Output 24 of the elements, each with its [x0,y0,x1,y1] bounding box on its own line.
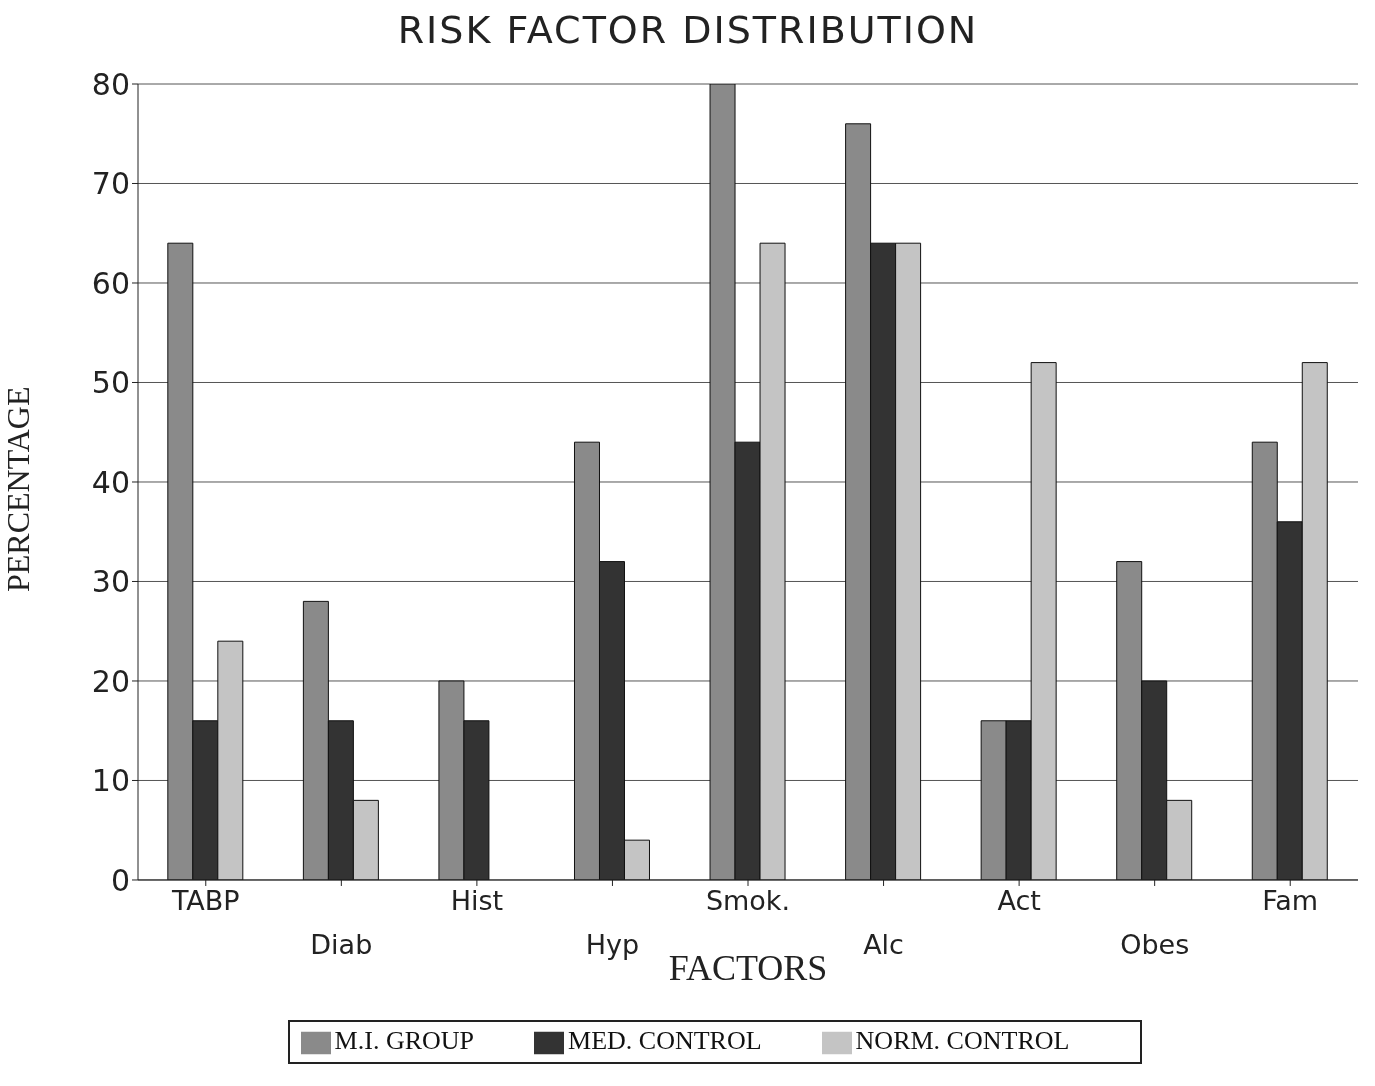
legend-label: MED. CONTROL [568,1025,762,1055]
chart-title: RISK FACTOR DISTRIBUTION [396,8,980,54]
y-tick-label: 0 [110,862,130,898]
x-tick-label: Act [997,884,1041,916]
y-tick-label: 60 [91,265,130,301]
x-axis-title: FACTORS [668,947,828,988]
y-tick-label: 70 [91,166,130,202]
x-tick-label: Diab [310,928,373,960]
x-tick-label: Fam [1262,884,1319,916]
legend-label: NORM. CONTROL [855,1025,1070,1055]
x-tick-label: Hyp [585,928,640,960]
y-tick-label: 40 [91,464,130,500]
x-tick-label: Hist [450,884,504,916]
x-tick-label: Alc [863,928,904,960]
y-tick-label: 30 [91,564,130,600]
y-tick-label: 80 [91,66,130,102]
y-tick-label: 10 [91,763,130,799]
x-tick-label: TABP [170,884,240,916]
y-axis-title: PERCENTAGE [0,386,37,592]
legend-label: M.I. GROUP [334,1025,475,1055]
y-tick-label: 50 [91,365,130,401]
x-tick-label: Obes [1120,928,1190,960]
y-tick-label: 20 [91,663,130,699]
x-tick-label: Smok. [705,884,791,916]
